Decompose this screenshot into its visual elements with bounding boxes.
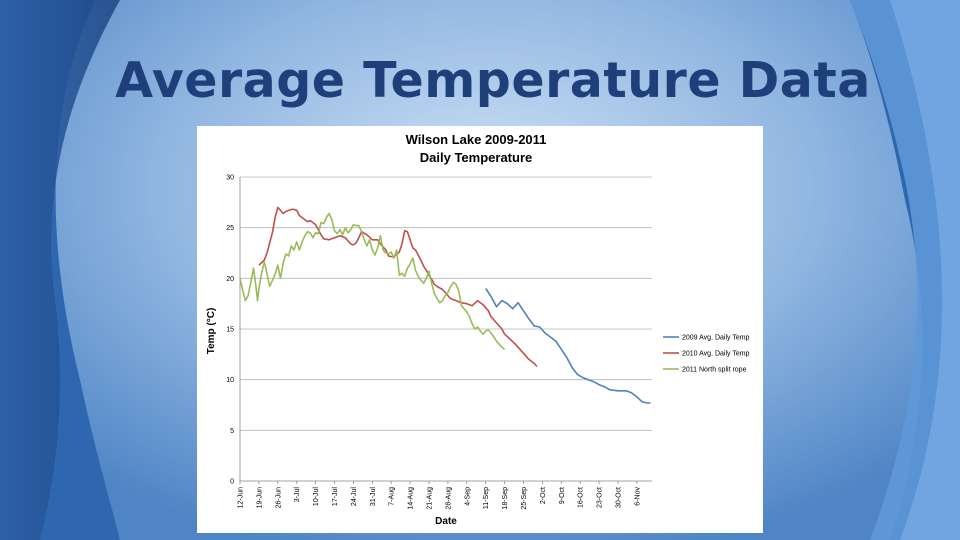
x-axis-label: Date — [435, 516, 457, 527]
x-tick-label: 31-Jul — [370, 487, 377, 507]
x-tick-label: 21-Aug — [427, 487, 434, 510]
chart-title-line-1: Wilson Lake 2009-2011 — [406, 132, 547, 147]
y-axis-label: Temp (°C) — [206, 308, 217, 355]
y-tick-label: 5 — [230, 428, 234, 435]
x-tick-label: 30-Oct — [616, 487, 623, 508]
legend-label: 2011 North split rope — [682, 367, 747, 374]
x-tick-label: 18-Sep — [502, 487, 509, 510]
slide-title: Average Temperature Data — [115, 52, 871, 109]
x-tick-label: 7-Aug — [389, 487, 396, 506]
x-tick-label: 6-Nov — [634, 487, 641, 506]
series-line-1 — [258, 206, 538, 368]
x-tick-label: 16-Oct — [578, 487, 585, 508]
series-line-2 — [239, 212, 506, 350]
chart-legend: 2009 Avg. Daily Temp 2010 Avg. Daily Temp… — [663, 335, 750, 374]
x-tick-label: 26-Jun — [275, 487, 282, 509]
line-chart: Wilson Lake 2009-2011 Daily Temperature … — [206, 132, 750, 527]
legend-label: 2009 Avg. Daily Temp — [682, 335, 750, 342]
x-tick-label: 28-Aug — [445, 487, 452, 510]
x-axis: 12-Jun 19-Jun 26-Jun 3-Jul 10-Jul 17-Jul 24-Ju… — [238, 481, 641, 510]
x-tick-label: 12-Jun — [238, 487, 245, 509]
chart-title-line-2: Daily Temperature — [420, 150, 532, 165]
legend-label: 2010 Avg. Daily Temp — [682, 351, 750, 358]
x-tick-label: 23-Oct — [597, 487, 604, 508]
x-tick-label: 11-Sep — [483, 487, 490, 509]
y-tick-label: 15 — [226, 327, 234, 334]
x-tick-label: 3-Jul — [294, 487, 301, 503]
x-tick-label: 4-Sep — [464, 487, 471, 506]
series-line-0 — [485, 288, 651, 404]
series-lines — [239, 206, 651, 404]
x-tick-label: 14-Aug — [408, 487, 415, 510]
x-tick-label: 10-Jul — [313, 487, 320, 507]
x-tick-label: 17-Jul — [332, 487, 339, 507]
y-tick-label: 30 — [226, 175, 234, 182]
y-axis: 0 5 10 15 20 25 30 — [226, 175, 241, 486]
x-tick-label: 2-Oct — [540, 487, 547, 504]
y-gridlines — [240, 176, 652, 482]
x-tick-label: 9-Oct — [559, 487, 566, 504]
y-tick-label: 25 — [226, 225, 234, 232]
x-tick-label: 19-Jun — [256, 487, 263, 509]
y-tick-label: 0 — [230, 479, 234, 486]
x-tick-label: 24-Jul — [351, 487, 358, 507]
y-tick-label: 20 — [226, 276, 234, 283]
x-tick-label: 25-Sep — [521, 487, 528, 510]
y-tick-label: 10 — [226, 377, 234, 384]
chart-panel: Wilson Lake 2009-2011 Daily Temperature … — [197, 126, 763, 533]
